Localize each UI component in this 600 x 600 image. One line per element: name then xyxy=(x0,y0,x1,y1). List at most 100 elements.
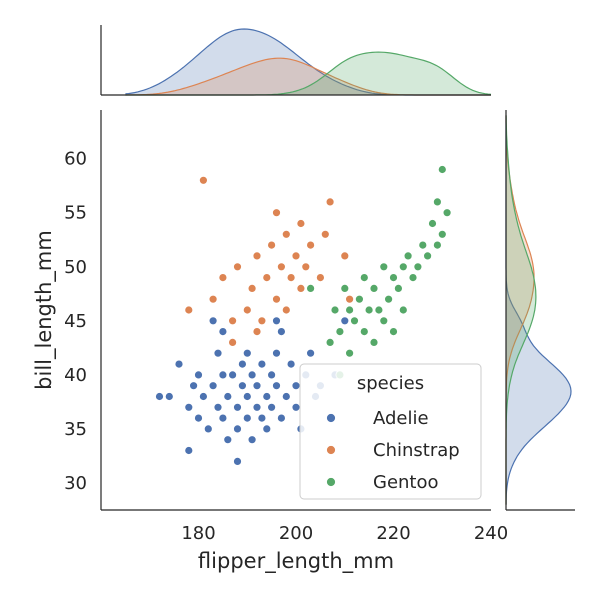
scatter-point-gentoo xyxy=(379,262,389,272)
scatter-point-adelie xyxy=(208,316,218,326)
scatter-point-adelie xyxy=(233,456,242,466)
scatter-point-gentoo xyxy=(335,327,345,337)
scatter-point-adelie xyxy=(184,446,194,455)
scatter-point-gentoo xyxy=(423,251,433,261)
scatter-point-adelie xyxy=(203,424,213,434)
y-tick-label: 60 xyxy=(64,149,87,170)
scatter-point-chinstrap xyxy=(228,337,238,347)
y-tick-label: 30 xyxy=(64,473,87,494)
scatter-point-adelie xyxy=(184,402,194,412)
scatter-point-gentoo xyxy=(428,219,437,228)
scatter-point-adelie xyxy=(174,359,184,369)
scatter-point-gentoo xyxy=(306,283,316,293)
scatter-point-adelie xyxy=(267,402,277,412)
scatter-point-chinstrap xyxy=(267,240,277,250)
legend: species Adelie Chinstrap Gentoo xyxy=(299,363,482,500)
scatter-point-gentoo xyxy=(369,283,379,293)
scatter-point-gentoo xyxy=(359,327,369,337)
scatter-point-chinstrap xyxy=(208,294,218,304)
scatter-point-adelie xyxy=(272,316,281,326)
scatter-point-gentoo xyxy=(345,348,355,358)
y-tick-label: 55 xyxy=(64,203,87,224)
scatter-point-adelie xyxy=(237,359,247,369)
scatter-point-chinstrap xyxy=(281,305,291,315)
scatter-point-gentoo xyxy=(369,337,379,347)
scatter-point-chinstrap xyxy=(320,229,330,239)
scatter-point-chinstrap xyxy=(276,262,286,272)
scatter-point-adelie xyxy=(218,327,228,337)
scatter-point-adelie xyxy=(208,381,218,391)
scatter-point-gentoo xyxy=(350,316,359,326)
scatter-point-adelie xyxy=(291,402,301,412)
legend-label-chinstrap: Chinstrap xyxy=(373,440,460,461)
scatter-point-gentoo xyxy=(408,273,418,283)
scatter-point-adelie xyxy=(155,392,164,401)
scatter-point-chinstrap xyxy=(291,251,301,261)
axes: 180 200 220 240 30 35 40 45 50 55 60 flipper_length… xyxy=(32,110,508,574)
scatter-point-gentoo xyxy=(384,294,394,304)
scatter-point-adelie xyxy=(247,435,257,445)
y-tick-label: 35 xyxy=(64,419,87,440)
scatter-point-adelie xyxy=(286,359,296,369)
scatter-point-adelie xyxy=(228,370,238,380)
scatter-point-gentoo xyxy=(330,305,340,315)
joint-scatter-area xyxy=(155,165,452,466)
scatter-point-chinstrap xyxy=(315,273,325,283)
scatter-point-chinstrap xyxy=(296,219,306,228)
legend-label-adelie: Adelie xyxy=(373,408,429,429)
scatter-point-adelie xyxy=(257,413,267,423)
scatter-point-adelie xyxy=(247,370,257,380)
scatter-point-gentoo xyxy=(398,262,408,272)
scatter-point-adelie xyxy=(242,413,252,423)
scatter-point-adelie xyxy=(252,402,262,412)
scatter-point-gentoo xyxy=(442,208,452,218)
y-tick-label: 45 xyxy=(64,311,87,332)
scatter-point-adelie xyxy=(276,327,286,337)
scatter-point-adelie xyxy=(194,413,203,423)
scatter-point-adelie xyxy=(281,392,291,401)
scatter-point-chinstrap xyxy=(233,262,242,272)
scatter-point-chinstrap xyxy=(228,316,238,326)
scatter-point-adelie xyxy=(276,413,286,423)
scatter-point-gentoo xyxy=(359,273,369,283)
scatter-point-gentoo xyxy=(389,327,398,337)
scatter-point-chinstrap xyxy=(184,305,194,315)
x-tick-label: 240 xyxy=(474,523,508,544)
scatter-point-gentoo xyxy=(354,294,364,304)
top-marginal-kde xyxy=(100,25,492,96)
y-axis-label: bill_length_mm xyxy=(32,230,57,390)
x-tick-label: 180 xyxy=(181,523,215,544)
scatter-point-chinstrap xyxy=(340,251,350,261)
scatter-point-adelie xyxy=(237,381,247,391)
right-kde-fill-chinstrap xyxy=(506,115,534,505)
scatter-point-chinstrap xyxy=(325,197,335,207)
legend-label-gentoo: Gentoo xyxy=(373,472,439,493)
y-tick-label: 50 xyxy=(64,257,87,278)
scatter-point-adelie xyxy=(213,348,223,358)
scatter-point-chinstrap xyxy=(252,327,262,337)
scatter-point-chinstrap xyxy=(242,305,252,315)
top-kde-fill-gentoo xyxy=(125,52,491,95)
scatter-point-adelie xyxy=(267,370,277,380)
scatter-point-gentoo xyxy=(432,240,442,250)
scatter-point-gentoo xyxy=(432,197,442,207)
scatter-point-gentoo xyxy=(437,165,447,174)
scatter-point-gentoo xyxy=(403,251,413,261)
scatter-point-chinstrap xyxy=(296,283,306,293)
legend-marker-chinstrap xyxy=(326,445,336,455)
scatter-point-chinstrap xyxy=(272,294,281,304)
scatter-point-adelie xyxy=(194,370,203,380)
scatter-point-adelie xyxy=(218,413,228,423)
scatter-point-chinstrap xyxy=(301,262,311,272)
scatter-point-adelie xyxy=(233,424,242,434)
scatter-point-chinstrap xyxy=(257,316,267,326)
scatter-point-adelie xyxy=(291,381,301,391)
right-kde-fill-gentoo xyxy=(506,115,536,505)
scatter-point-chinstrap xyxy=(345,294,355,304)
scatter-point-gentoo xyxy=(364,305,374,315)
scatter-point-adelie xyxy=(223,435,233,445)
scatter-point-gentoo xyxy=(437,229,447,239)
scatter-point-chinstrap xyxy=(272,208,281,218)
scatter-point-adelie xyxy=(340,316,350,326)
